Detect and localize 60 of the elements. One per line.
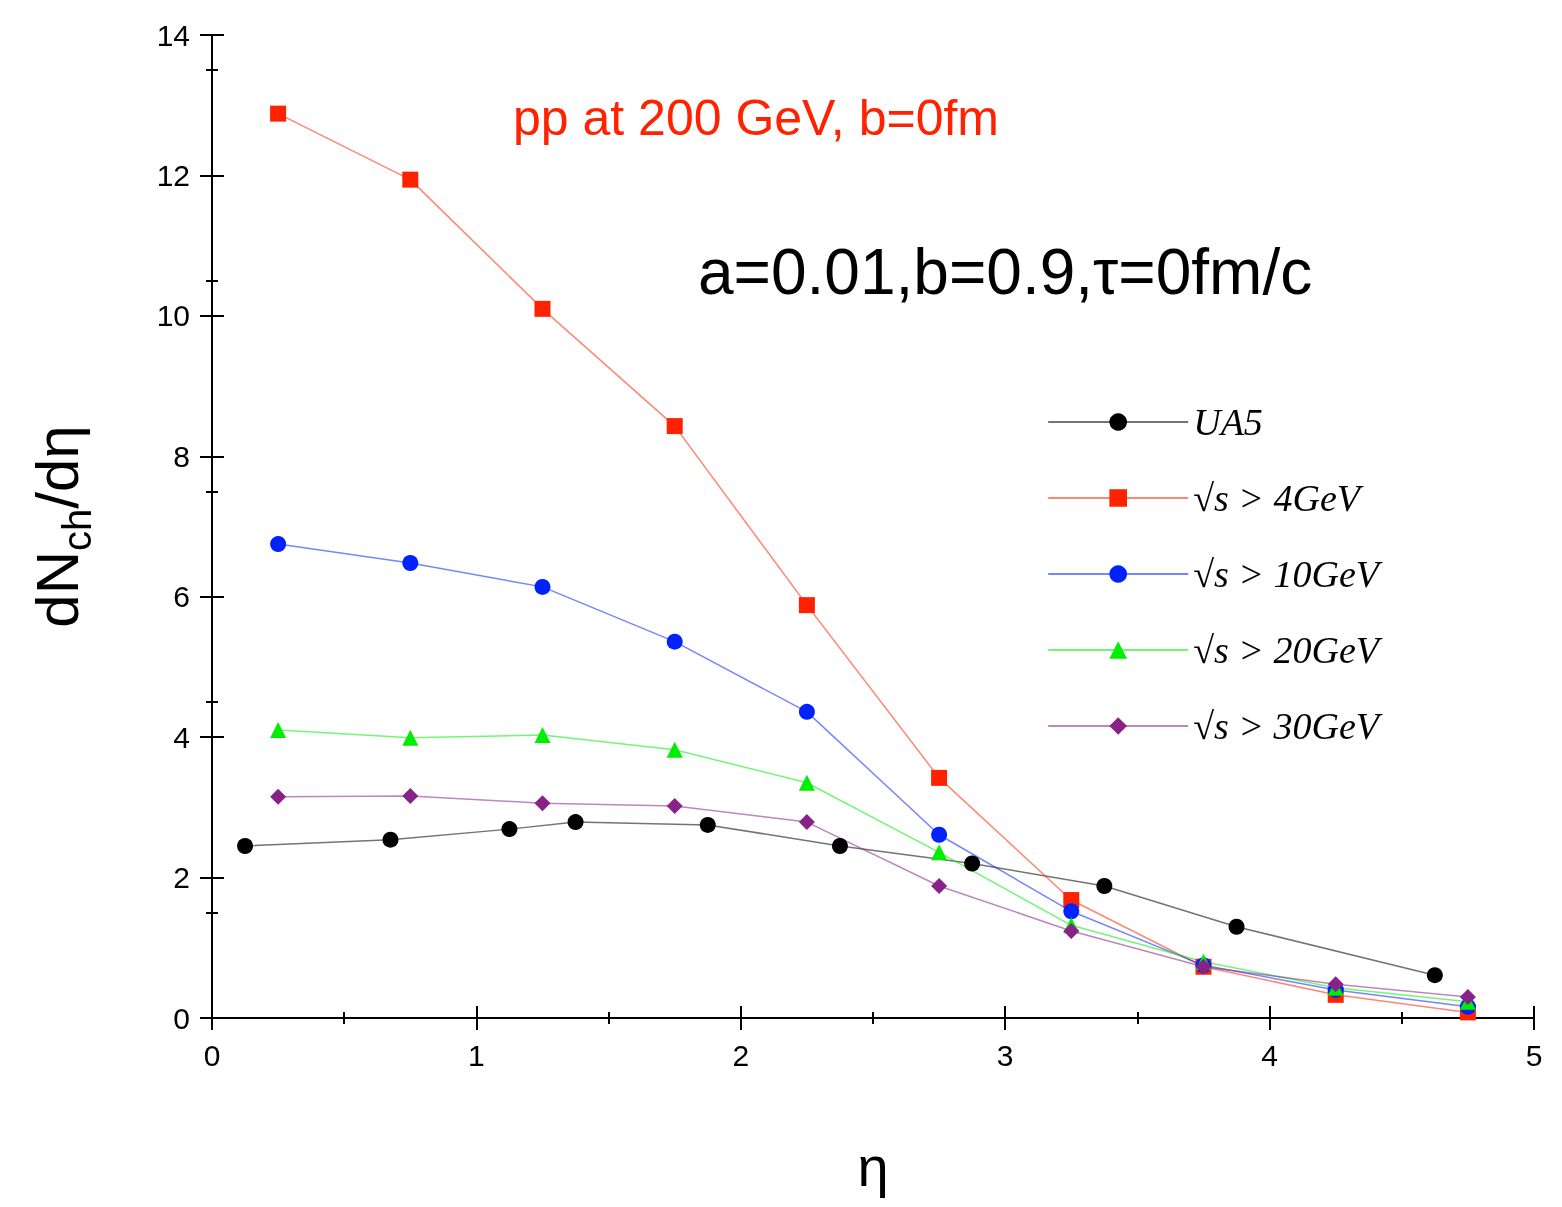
point	[666, 797, 683, 814]
x-tick-label: 3	[996, 1038, 1014, 1072]
point	[1063, 903, 1080, 920]
point	[831, 837, 848, 854]
x-tick-label: 4	[1261, 1038, 1278, 1072]
point	[798, 814, 815, 831]
point	[931, 844, 948, 861]
point	[270, 536, 287, 553]
point	[270, 105, 287, 122]
annotation: pp at 200 GeV, b=0fm	[513, 90, 1000, 146]
y-tick-label: 6	[173, 580, 190, 614]
y-tick-label: 10	[156, 299, 190, 333]
point	[1459, 988, 1476, 1005]
point	[270, 722, 287, 739]
x-tick-label: 1	[468, 1038, 485, 1072]
point	[501, 821, 518, 838]
point	[402, 171, 419, 188]
y-tick-label: 14	[156, 18, 190, 52]
x-tick-label: 2	[732, 1038, 750, 1072]
legend-label: √s > 30GeV	[1193, 705, 1383, 747]
legend-label: √s > 20GeV	[1193, 629, 1383, 671]
point	[534, 578, 551, 595]
point	[1096, 878, 1113, 894]
point	[666, 418, 683, 435]
point	[699, 816, 716, 833]
legend-label: √s > 4GeV	[1193, 477, 1364, 519]
annotation: a=0.01,b=0.9,τ=0fm/c	[698, 236, 1313, 308]
point	[270, 788, 287, 805]
point	[666, 633, 683, 650]
point	[798, 774, 815, 791]
x-tick-label: 5	[1525, 1038, 1543, 1072]
legend-label: √s > 10GeV	[1193, 553, 1383, 595]
y-tick-label: 2	[173, 861, 190, 895]
point	[534, 300, 551, 317]
point	[931, 769, 948, 786]
point	[534, 795, 551, 812]
x-axis-title: η	[857, 1134, 889, 1198]
point	[931, 878, 948, 894]
y-axis-title: dNch/dη	[23, 425, 99, 628]
point	[1426, 967, 1443, 984]
point	[402, 729, 419, 746]
point	[931, 826, 948, 843]
point	[1228, 918, 1245, 935]
point	[237, 837, 254, 854]
point	[798, 597, 815, 614]
y-tick-label: 12	[156, 158, 190, 192]
point	[402, 788, 419, 805]
y-tick-label: 0	[173, 1001, 190, 1035]
point	[964, 855, 981, 872]
point	[567, 814, 584, 831]
y-tick-label: 4	[173, 720, 190, 754]
legend-label: UA5	[1193, 401, 1263, 443]
point	[534, 727, 551, 744]
point	[666, 741, 683, 758]
point	[382, 831, 399, 848]
point	[1063, 922, 1080, 939]
point	[798, 703, 815, 720]
y-tick-label: 8	[173, 439, 190, 473]
point	[402, 555, 419, 572]
x-tick-label: 0	[203, 1038, 221, 1072]
